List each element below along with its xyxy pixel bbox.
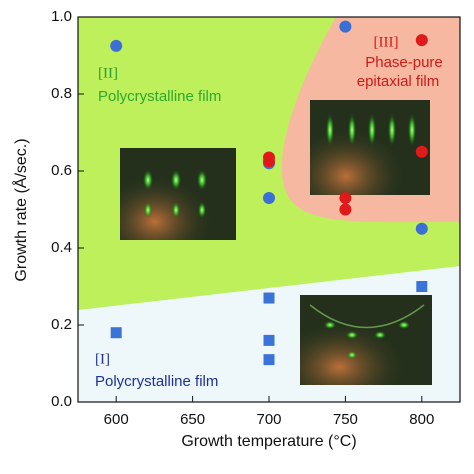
point — [263, 334, 275, 346]
inset-image — [300, 295, 432, 385]
point — [416, 281, 428, 292]
point — [339, 191, 352, 204]
region-label: [III] — [374, 34, 399, 50]
point — [263, 191, 275, 204]
inset-image — [310, 100, 430, 195]
region-label: [II] — [98, 65, 118, 81]
x-axis-label: Growth temperature (°C) — [181, 433, 356, 450]
y-tick-label: 0.6 — [51, 162, 72, 179]
region-label: Polycrystalline film — [98, 88, 221, 105]
point — [339, 203, 352, 216]
x-tick-label: 800 — [409, 411, 434, 428]
point — [110, 39, 123, 52]
point — [263, 155, 275, 168]
region-label: Polycrystalline film — [95, 373, 218, 390]
point — [415, 34, 428, 47]
inset-image — [120, 148, 236, 240]
y-tick-label: 1.0 — [51, 8, 72, 25]
point — [110, 327, 122, 339]
y-tick-label: 0.4 — [51, 239, 72, 256]
y-tick-label: 0.0 — [51, 393, 72, 410]
x-tick-label: 700 — [256, 411, 281, 428]
point — [415, 145, 428, 158]
x-tick-label: 600 — [104, 411, 129, 428]
point — [415, 222, 428, 235]
region-label: [I] — [95, 351, 110, 367]
point — [263, 292, 275, 304]
region-label: epitaxial film — [357, 73, 440, 90]
y-tick-label: 0.8 — [51, 85, 72, 102]
y-tick-label: 0.2 — [51, 316, 72, 333]
x-tick-label: 650 — [180, 411, 205, 428]
x-tick-label: 750 — [333, 411, 358, 428]
region-label: Phase-pure — [365, 54, 443, 71]
point — [339, 20, 352, 33]
y-axis-label: Growth rate (Å/sec.) — [11, 138, 30, 281]
point — [263, 354, 275, 366]
